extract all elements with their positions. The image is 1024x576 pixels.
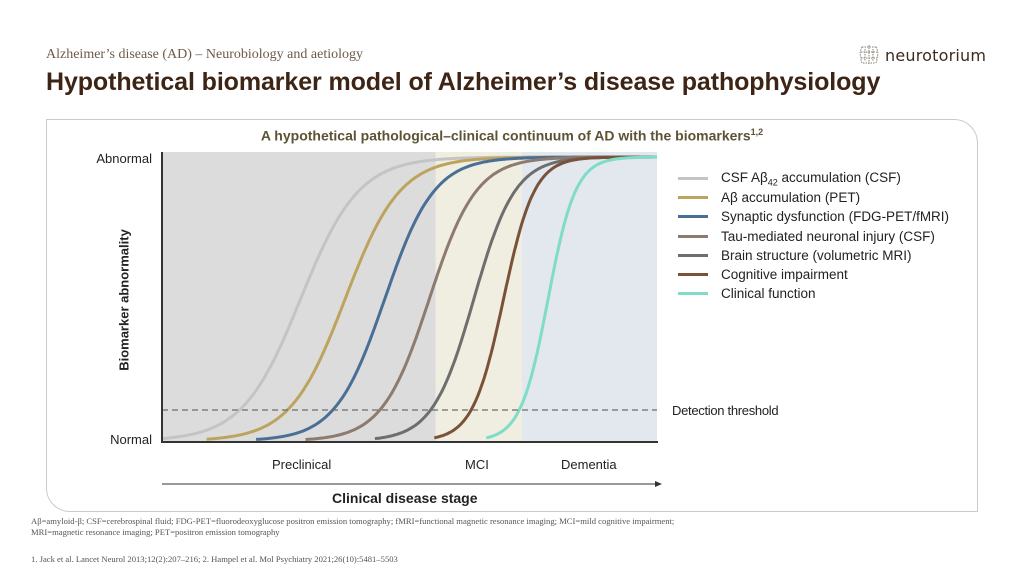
stage-label-dementia: Dementia [561, 457, 617, 472]
legend-item: CSF Aβ42 accumulation (CSF) [678, 169, 949, 188]
biomarker-curve [485, 155, 657, 440]
legend-item: Clinical function [678, 284, 949, 303]
legend-item: Aβ accumulation (PET) [678, 188, 949, 207]
legend-swatch [678, 253, 708, 257]
chart-title: A hypothetical pathological–clinical con… [260, 127, 764, 144]
stage-band [435, 152, 522, 442]
legend-item: Tau-mediated neuronal injury (CSF) [678, 227, 949, 246]
stage-band [521, 152, 657, 442]
y-tick-normal: Normal [110, 432, 152, 447]
legend-swatch [678, 196, 708, 200]
legend-label: CSF Aβ42 accumulation (CSF) [721, 169, 901, 188]
stage-label-preclinical: Preclinical [272, 457, 332, 472]
biomarker-curves [161, 155, 657, 441]
arrow-head-icon [655, 481, 662, 487]
legend-item: Cognitive impairment [678, 265, 949, 284]
legend-swatch [678, 292, 708, 296]
stage-label-mci: MCI [465, 457, 489, 472]
references: 1. Jack et al. Lancet Neurol 2013;12(2):… [31, 554, 398, 564]
legend-label: Aβ accumulation (PET) [721, 190, 861, 206]
logo-text: neurotorium [885, 45, 987, 65]
x-axis-title: Clinical disease stage [332, 490, 478, 506]
legend-swatch [678, 273, 708, 277]
stage-bands [162, 152, 657, 442]
legend-label: Cognitive impairment [721, 267, 848, 283]
abbreviations-footnote: Aβ=amyloid-β; CSF=cerebrospinal fluid; F… [31, 516, 675, 537]
y-axis-title: Biomarker abnormality [116, 229, 132, 371]
legend-label: Tau-mediated neuronal injury (CSF) [721, 228, 935, 244]
legend-swatch [678, 215, 708, 219]
legend-label: Clinical function [721, 286, 816, 302]
brand-logo: neurotorium [858, 42, 986, 68]
legend-label: Brain structure (volumetric MRI) [721, 247, 912, 263]
brain-icon [859, 45, 879, 65]
legend-swatch [678, 234, 708, 238]
legend-swatch [678, 177, 708, 181]
page-title: Hypothetical biomarker model of Alzheime… [46, 68, 881, 96]
legend-item: Synaptic dysfunction (FDG-PET/fMRI) [678, 207, 949, 226]
legend-label: Synaptic dysfunction (FDG-PET/fMRI) [721, 209, 950, 225]
y-tick-abnormal: Abnormal [96, 151, 152, 166]
section-subtitle: Alzheimer’s disease (AD) – Neurobiology … [46, 47, 363, 62]
detection-threshold-label: Detection threshold [672, 402, 779, 418]
chart-legend: CSF Aβ42 accumulation (CSF) Aβ accumulat… [678, 169, 949, 303]
legend-item: Brain structure (volumetric MRI) [678, 246, 949, 265]
